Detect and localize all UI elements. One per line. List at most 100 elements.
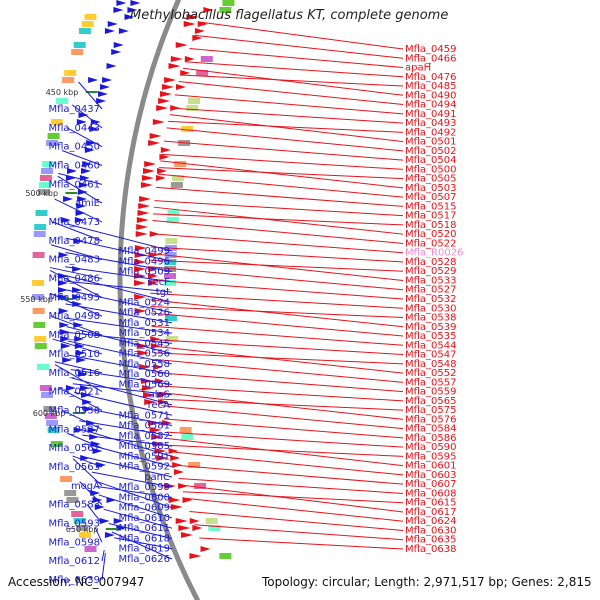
right-strand-gene-arrow: [156, 455, 169, 461]
leader-line: [58, 386, 103, 411]
right-strand-gene-arrow: [134, 280, 146, 286]
left-strand-gene-arrow: [94, 504, 105, 510]
function-category-block: [73, 42, 86, 48]
gene-label: Mfla_0492: [405, 127, 457, 138]
leader-line: [52, 221, 103, 242]
right-strand-gene-arrow: [139, 196, 152, 202]
left-strand-gene-arrow: [82, 161, 93, 167]
left-strand-gene-arrow: [75, 210, 86, 216]
gene-label: Mfla_0500: [405, 164, 457, 175]
leader-line: [65, 266, 173, 283]
gene-label: Mfla_0582: [118, 431, 170, 442]
gene-label: Mfla_0536: [48, 405, 100, 416]
leader-line: [71, 104, 103, 129]
gene-label: Mfla_0521: [48, 387, 100, 398]
right-strand-gene-arrow: [136, 217, 149, 223]
left-strand-gene-arrow: [58, 280, 68, 286]
leader-line: [152, 339, 404, 356]
leader-line: [189, 48, 404, 69]
gene-label: Mfla_0494: [405, 100, 457, 111]
left-strand-gene-arrow: [79, 385, 90, 391]
tick-label: 600 kbp: [33, 409, 66, 418]
leader-line: [64, 289, 173, 314]
backbone-arc: [117, 0, 201, 600]
function-category-block: [71, 511, 84, 517]
gene-label: Mfla_0639: [48, 575, 100, 586]
function-category-block: [71, 49, 84, 55]
gene-labels: Mfla_0437 Mfla_0443 Mfla_0450 Mfla_0460 Mfla…: [48, 44, 463, 586]
gene-label: Mfla_0532: [405, 294, 457, 305]
right-strand-gene-arrow: [134, 245, 147, 251]
function-category-block: [44, 413, 57, 419]
left-strand-gene-arrow: [96, 462, 107, 468]
gene-label: Mfla_0459: [405, 44, 457, 55]
leader-line: [189, 510, 404, 531]
left-strand-gene-arrow: [78, 112, 89, 118]
right-strand-gene-arrow: [134, 273, 146, 279]
leader-line: [182, 491, 404, 504]
gene-label: Mfla_0502: [405, 146, 457, 157]
function-category-block: [181, 126, 194, 132]
leader-line: [178, 81, 404, 106]
gene-label: Mfla_0635: [405, 535, 457, 546]
left-strand-gene-arrow: [104, 532, 115, 538]
leader-line: [79, 481, 103, 505]
right-strand-gene-arrow: [143, 168, 155, 174]
leader-line: [84, 443, 173, 468]
leader-line: [108, 522, 173, 539]
leader-line: [154, 200, 404, 217]
leader-line: [101, 550, 105, 562]
gene-label: Mfla_0565: [405, 396, 457, 407]
leader-line: [154, 358, 404, 383]
tick-marks: 450 kbp 500 kbp 550 kbp 600 kbp 650 kbp: [20, 88, 118, 534]
function-category-block: [34, 224, 47, 230]
right-strand-gene-arrow: [137, 210, 150, 216]
leader-line: [150, 312, 404, 337]
gene-label: Mfla_0624: [405, 516, 457, 527]
left-strand-gene-arrow: [67, 168, 77, 174]
function-category-block: [37, 189, 50, 195]
function-category-block: [164, 273, 176, 279]
leader-line: [79, 420, 173, 437]
left-strand-gene-arrow: [96, 98, 107, 104]
left-strand-gene-arrow: [65, 385, 76, 391]
right-strand-gene-arrow: [137, 350, 150, 356]
leader-line: [61, 409, 103, 430]
right-strand-gene-arrow: [150, 336, 161, 342]
gene-label: Mfla_0473: [48, 217, 100, 228]
function-category-block: [34, 336, 47, 342]
right-strand-gene-arrow: [134, 294, 147, 300]
gene-label: Mfla_0617: [405, 507, 457, 518]
leader-line: [168, 120, 404, 133]
left-strand-gene-arrow: [74, 343, 85, 349]
gene-label: Mfla_0610: [118, 513, 170, 524]
right-strand-gene-arrow: [175, 42, 188, 48]
genome-backbone: [117, 0, 201, 600]
gene-label: Mfla_0545: [118, 338, 170, 349]
left-strand-gene-arrow: [88, 77, 99, 83]
left-strand-gene-arrow: [107, 21, 118, 27]
leader-line: [159, 391, 404, 420]
leader-line: [194, 524, 404, 541]
function-category-block: [32, 252, 45, 258]
leader-line: [98, 494, 173, 519]
function-category-block: [60, 476, 72, 482]
right-strand-gene-arrow: [200, 546, 211, 552]
leader-line: [65, 252, 173, 273]
function-category-block: [46, 140, 59, 146]
right-strand-gene-arrow: [203, 7, 214, 13]
leader-line: [150, 259, 404, 272]
leader-line: [69, 354, 173, 375]
gene-label: Mfla_0626: [118, 554, 170, 565]
leader-line: [66, 432, 103, 449]
leader-line: [150, 246, 404, 263]
gene-label: Mfla_0615: [405, 498, 457, 509]
leader-line: [166, 127, 404, 152]
tick-label: 450 kbp: [46, 88, 79, 97]
gene-label: Mfla_R0026: [405, 248, 463, 259]
gene-label: Mfla_0561: [48, 443, 100, 454]
leader-line: [57, 175, 103, 204]
gene-label: Mfla_0547: [405, 350, 457, 361]
